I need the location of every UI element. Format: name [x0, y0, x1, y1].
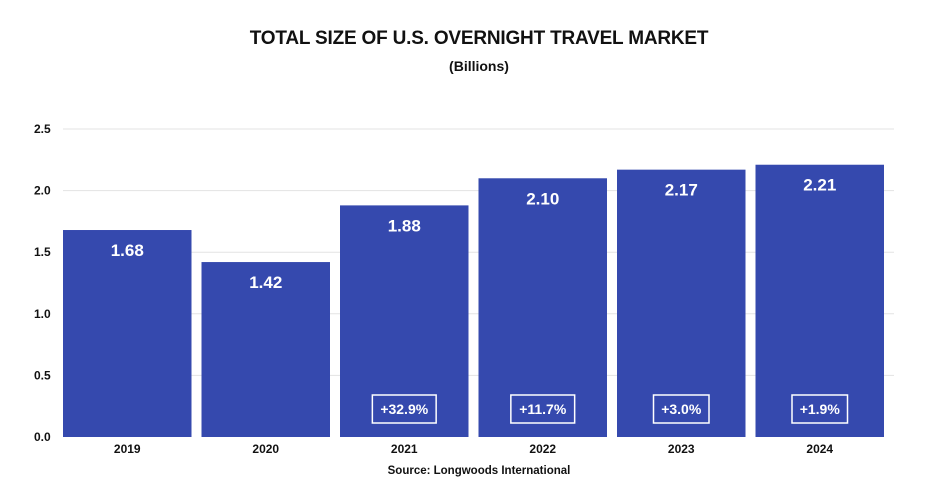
bar — [63, 230, 192, 437]
bar-value-label: 1.68 — [111, 241, 144, 260]
growth-label: +11.7% — [519, 401, 567, 417]
bar — [755, 164, 884, 437]
growth-label: +1.9% — [800, 401, 841, 417]
x-tick-label: 2019 — [114, 442, 141, 456]
x-tick-label: 2023 — [668, 442, 695, 456]
y-tick-label: 0.0 — [34, 430, 51, 444]
growth-label: +32.9% — [380, 401, 428, 417]
bar — [617, 169, 746, 437]
x-tick-label: 2020 — [252, 442, 279, 456]
x-tick-label: 2021 — [391, 442, 418, 456]
bar-value-label: 2.10 — [526, 189, 559, 208]
y-tick-label: 0.5 — [34, 368, 51, 382]
bar — [340, 205, 469, 437]
bar-value-label: 2.21 — [803, 176, 836, 195]
growth-badge — [510, 394, 576, 424]
x-tick-label: 2022 — [529, 442, 556, 456]
y-tick-label: 1.0 — [34, 307, 51, 321]
bar-value-label: 2.17 — [665, 181, 698, 200]
bar — [478, 178, 607, 437]
chart-title: TOTAL SIZE OF U.S. OVERNIGHT TRAVEL MARK… — [249, 28, 709, 49]
growth-badge — [652, 394, 710, 424]
bar-value-label: 1.42 — [249, 273, 282, 292]
chart-subtitle: (Billions) — [449, 58, 509, 74]
growth-label: +3.0% — [661, 401, 702, 417]
y-tick-label: 2.5 — [34, 122, 51, 136]
x-tick-label: 2024 — [806, 442, 833, 456]
y-tick-label: 2.0 — [34, 184, 51, 198]
bar — [201, 262, 330, 437]
bar-value-label: 1.88 — [388, 216, 421, 235]
chart-source: Source: Longwoods International — [387, 465, 571, 477]
y-tick-label: 1.5 — [34, 245, 51, 259]
growth-badge — [791, 394, 849, 424]
growth-badge — [371, 394, 437, 424]
